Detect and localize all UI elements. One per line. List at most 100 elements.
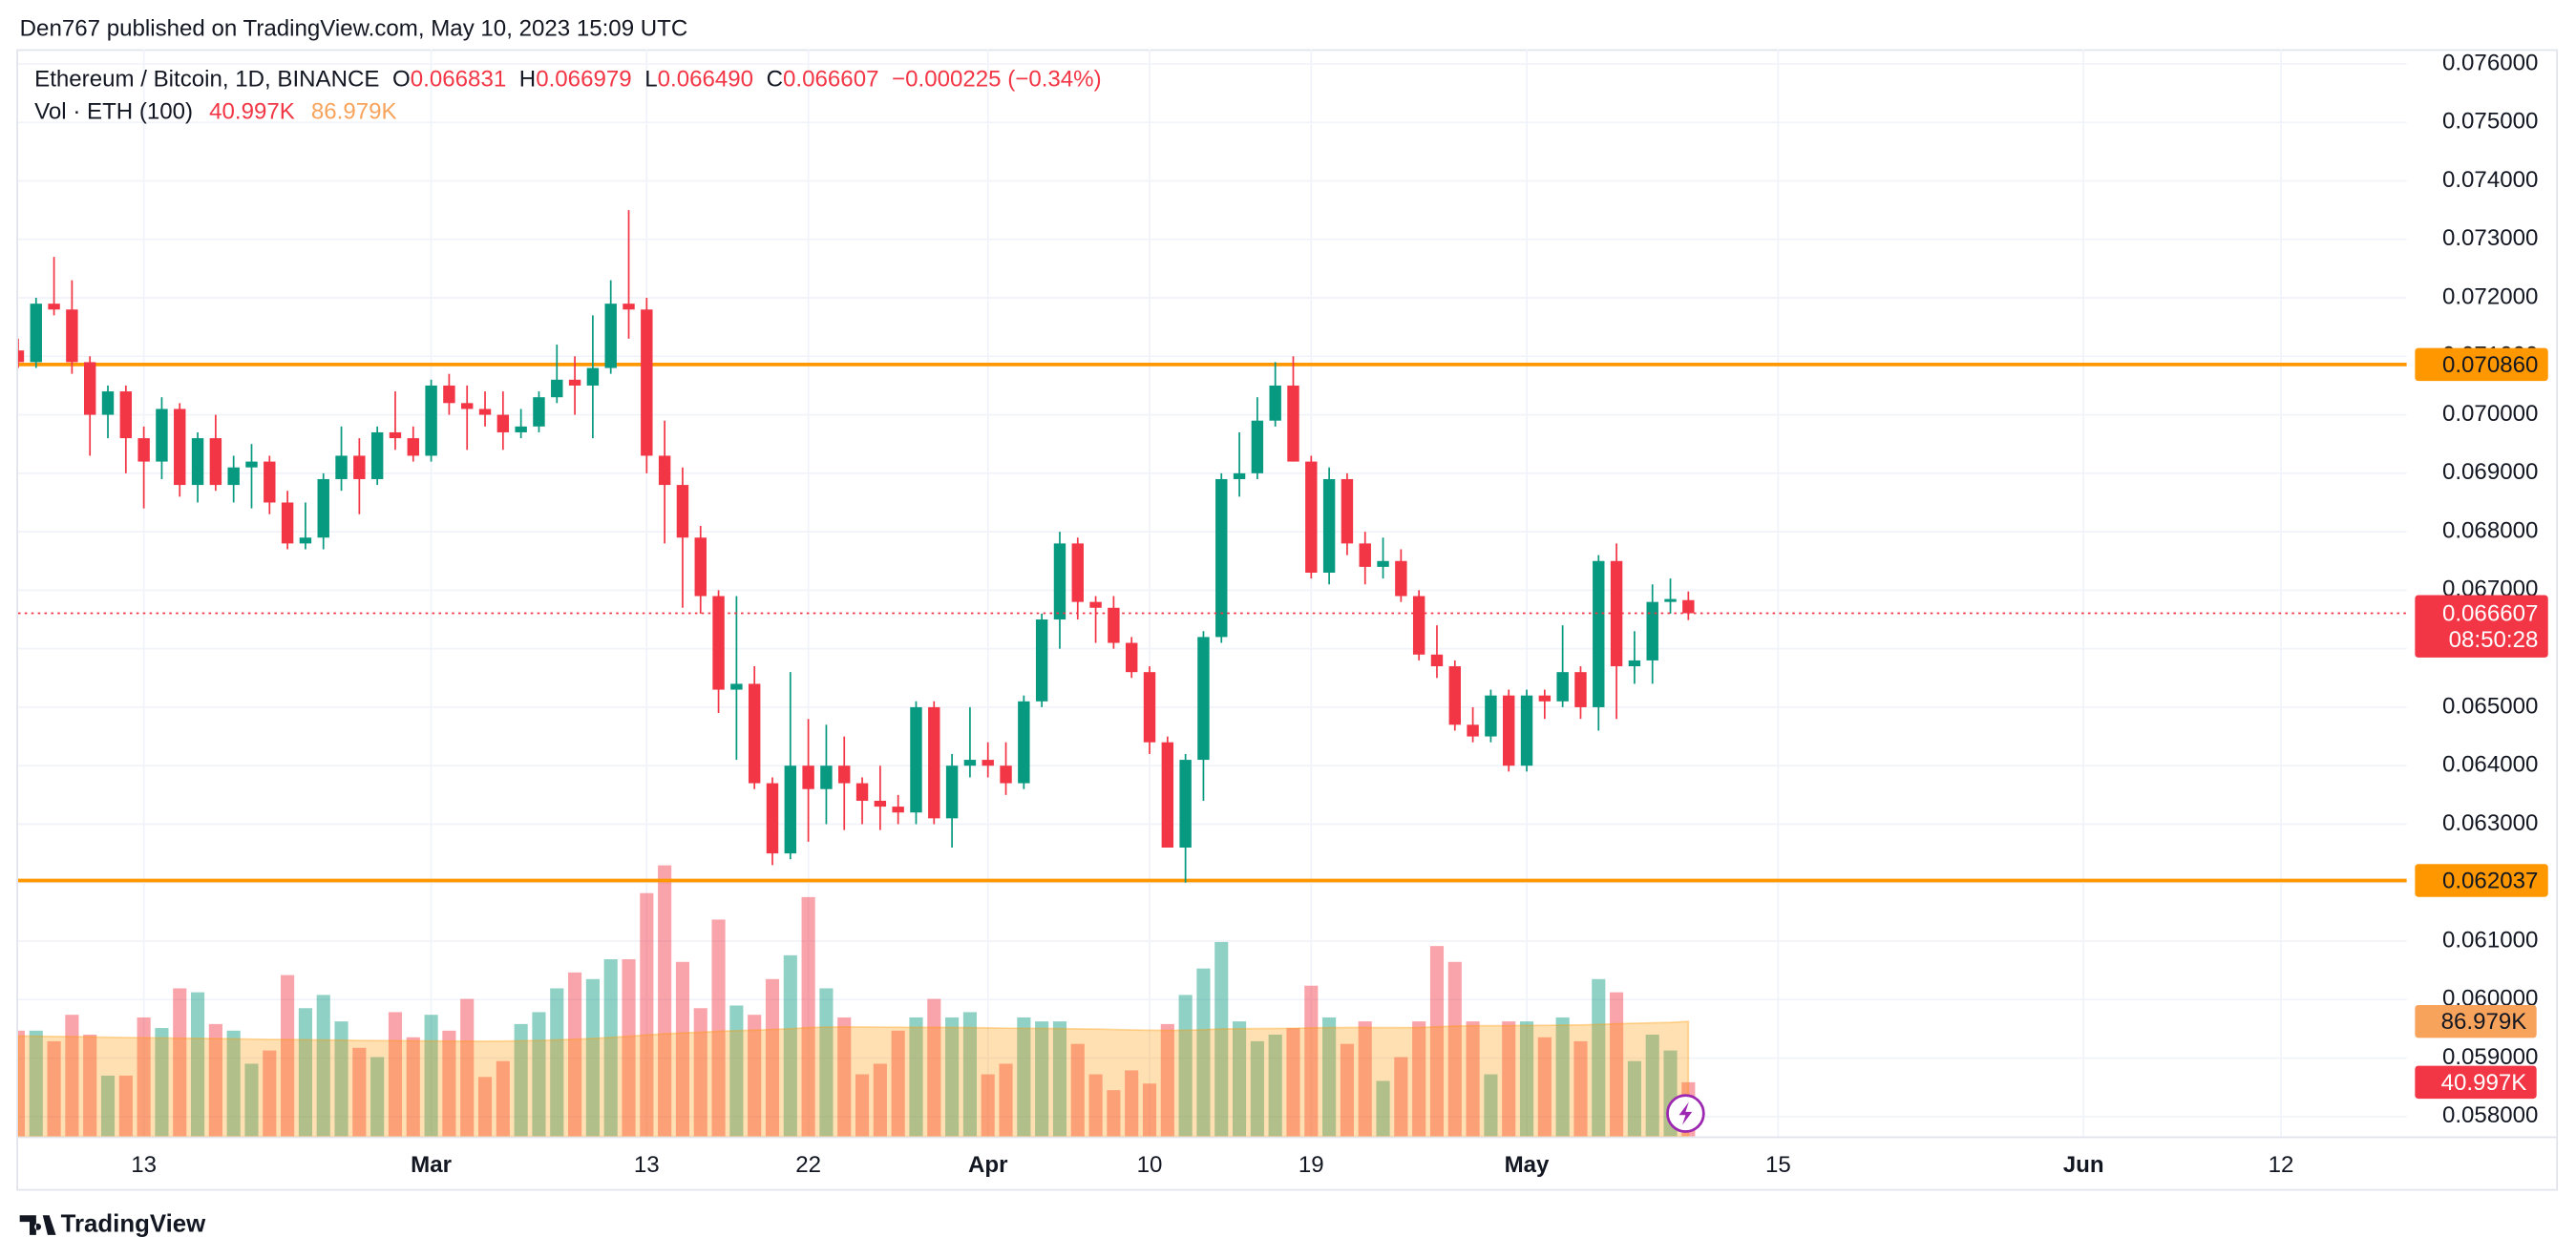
candle-body	[586, 367, 600, 386]
candle-body	[1574, 672, 1587, 707]
brand-logo	[19, 1215, 56, 1235]
candle-body	[1161, 742, 1174, 848]
volume-bar	[711, 919, 726, 1137]
legend-main: Ethereum / Bitcoin, 1D, BINANCE O0.06683…	[34, 67, 1101, 93]
candle-body	[1485, 695, 1497, 737]
candle-body	[676, 485, 689, 538]
volume-bar	[729, 1005, 744, 1137]
level-tag	[2415, 347, 2548, 382]
candle-body	[83, 362, 96, 415]
volume-bar	[909, 1017, 923, 1137]
volume-bar	[1466, 1021, 1480, 1137]
volume-bar	[173, 988, 187, 1137]
volume-bar	[1376, 1080, 1390, 1137]
y-tick-label: 0.075000	[2442, 109, 2538, 135]
candle-body	[353, 455, 366, 479]
candle-body	[1628, 660, 1641, 667]
x-tick-label: 13	[634, 1152, 660, 1178]
candle-body	[623, 304, 635, 310]
volume-bar	[1250, 1040, 1264, 1137]
volume-bar	[137, 1017, 151, 1137]
candle-body	[1430, 654, 1444, 667]
volume-bar	[1214, 941, 1229, 1137]
chart-frame	[16, 49, 2559, 1191]
candle-body	[1305, 461, 1318, 574]
volume-bar	[83, 1034, 97, 1137]
volume-bar	[999, 1063, 1013, 1137]
volume-bar	[1358, 1021, 1372, 1137]
y-tick-label: 0.072000	[2442, 283, 2538, 309]
volume-bar	[1286, 1028, 1300, 1137]
volume-bar	[442, 1030, 456, 1137]
x-tick-label: 22	[795, 1152, 821, 1178]
candle-body	[1000, 765, 1012, 784]
candle-body	[496, 414, 510, 432]
candle-body	[299, 537, 312, 544]
candle-body	[1593, 560, 1605, 707]
replay-icon[interactable]	[1666, 1094, 1705, 1133]
candle-body	[1395, 560, 1407, 597]
candle-body	[1503, 695, 1515, 766]
volume-bar	[352, 1047, 367, 1137]
candle-body	[425, 385, 437, 456]
y-tick-label: 0.064000	[2442, 752, 2538, 778]
volume-tag-label: 40.997K	[2441, 1070, 2527, 1096]
candle-body	[982, 760, 994, 766]
candle-body	[478, 409, 492, 415]
symbol: Ethereum / Bitcoin, 1D, BINANCE	[34, 67, 379, 93]
candle-body	[1646, 601, 1658, 660]
volume-bar	[388, 1012, 403, 1137]
candle-body	[227, 467, 240, 486]
volume-bar	[765, 978, 780, 1137]
volume-bar	[1070, 1043, 1085, 1137]
candle-body	[156, 409, 168, 462]
volume-bar	[406, 1037, 420, 1137]
volume-bar	[1519, 1021, 1534, 1137]
candle-body	[658, 455, 671, 486]
candle-body	[66, 309, 78, 363]
candle-body	[766, 783, 779, 854]
y-tick-label: 0.076000	[2442, 50, 2538, 75]
candle-body	[1467, 724, 1479, 737]
volume-bar	[514, 1023, 528, 1137]
icon-bolt	[1679, 1101, 1693, 1125]
volume-bar	[1412, 1021, 1426, 1137]
candle-body	[1089, 601, 1102, 608]
candle-body	[1233, 472, 1246, 479]
candle-body	[712, 596, 725, 690]
candle-body	[641, 309, 653, 456]
candle-body	[1520, 695, 1533, 766]
volume-bar	[1304, 985, 1319, 1137]
candle-body	[1018, 701, 1030, 784]
level-tag-label: 0.062037	[2442, 869, 2538, 894]
volume-bar	[1645, 1034, 1659, 1137]
volume-bar	[1142, 1083, 1157, 1137]
candle-body	[802, 765, 814, 789]
volume-bar	[1052, 1021, 1067, 1137]
candle-body	[1143, 672, 1156, 743]
volume-bar	[550, 988, 564, 1137]
volume-bar	[1610, 992, 1624, 1137]
high-value: 0.066979	[536, 67, 631, 93]
candle-body	[838, 765, 851, 784]
candle-body	[910, 706, 922, 813]
candle-body	[370, 431, 384, 479]
candle-body	[119, 391, 133, 439]
volume-bar	[1125, 1070, 1139, 1137]
candle-body	[1377, 560, 1389, 567]
candle-body	[245, 461, 258, 468]
candle-body	[855, 783, 869, 801]
candle-body	[928, 706, 940, 819]
x-tick-label: 10	[1137, 1152, 1163, 1178]
candle-body	[1251, 420, 1264, 473]
volume-pane	[17, 865, 1696, 1137]
volume-bar	[118, 1075, 133, 1137]
level-tag	[2415, 864, 2548, 897]
candle-body	[17, 350, 25, 363]
candle-body	[515, 426, 527, 432]
volume-bar	[622, 958, 636, 1137]
candle-body	[209, 438, 222, 486]
volume-bar	[496, 1060, 510, 1137]
